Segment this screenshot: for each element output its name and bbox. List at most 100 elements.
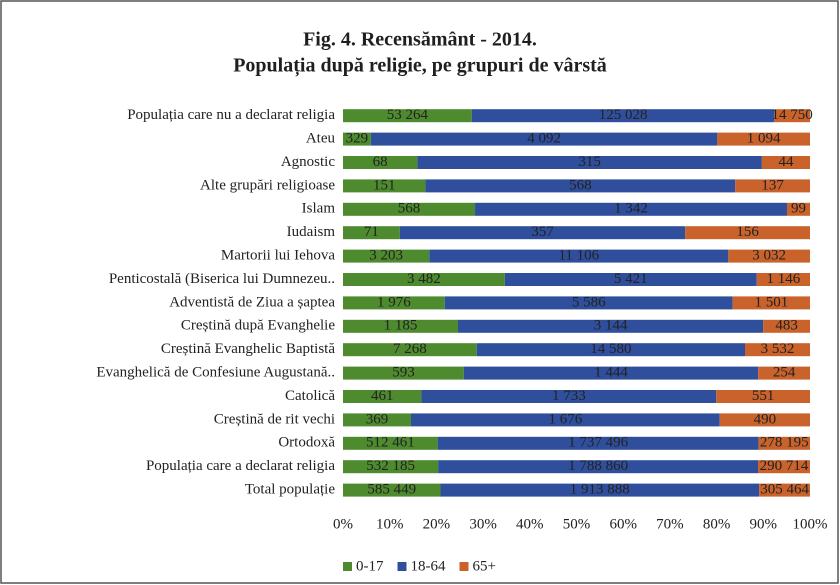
bar-segment bbox=[475, 202, 787, 216]
data-label: 278 195 bbox=[760, 435, 809, 451]
legend-label: 0-17 bbox=[356, 558, 384, 574]
data-label: 3 203 bbox=[369, 248, 403, 264]
legend-label: 65+ bbox=[473, 558, 496, 574]
bar-segment bbox=[343, 109, 472, 123]
bar-segment bbox=[410, 413, 720, 427]
data-label: 369 bbox=[366, 411, 389, 427]
data-label: 3 532 bbox=[761, 341, 795, 357]
data-label: 5 586 bbox=[572, 294, 606, 310]
data-label: 329 bbox=[346, 131, 369, 147]
bar-segment bbox=[763, 319, 810, 333]
x-tick-label: 30% bbox=[469, 516, 497, 532]
x-tick-label: 0% bbox=[333, 516, 353, 532]
bar-segment bbox=[774, 109, 810, 123]
y-tick-label: Creștină de rit vechi bbox=[214, 411, 335, 427]
bar-segment bbox=[458, 319, 764, 333]
data-label: 68 bbox=[373, 154, 388, 170]
bar-segment bbox=[437, 436, 759, 450]
data-label: 585 449 bbox=[367, 482, 416, 498]
data-label: 593 bbox=[392, 365, 415, 381]
y-tick-label: Agnostic bbox=[281, 154, 336, 170]
bar-segment bbox=[417, 156, 762, 169]
data-label: 1 913 888 bbox=[570, 482, 630, 498]
data-label: 44 bbox=[778, 154, 794, 170]
data-label: 71 bbox=[364, 224, 379, 240]
data-label: 5 421 bbox=[614, 271, 648, 287]
data-label: 1 146 bbox=[766, 271, 800, 287]
bar-segment bbox=[463, 366, 759, 380]
y-tick-label: Ortodoxă bbox=[278, 435, 335, 451]
y-tick-label: Creștină după Evanghelie bbox=[181, 318, 335, 334]
data-label: 315 bbox=[578, 154, 601, 170]
bar-segment bbox=[343, 460, 439, 474]
data-label: 1 342 bbox=[614, 201, 648, 217]
data-label: 99 bbox=[791, 201, 806, 217]
data-label: 3 032 bbox=[752, 248, 786, 264]
y-tick-label: Iudaism bbox=[287, 224, 336, 240]
bar-segment bbox=[471, 109, 775, 123]
y-tick-label: Populația care a declarat religia bbox=[146, 458, 335, 474]
bar-segment bbox=[758, 436, 810, 450]
x-tick-label: 20% bbox=[423, 516, 451, 532]
data-label: 1 185 bbox=[384, 318, 418, 334]
bar-segment bbox=[399, 226, 686, 240]
legend-swatch bbox=[343, 562, 352, 571]
bar-segment bbox=[343, 179, 426, 193]
bar-segment bbox=[343, 366, 464, 380]
data-label: 532 185 bbox=[366, 458, 415, 474]
y-tick-label: Penticostală (Biserica lui Dumnezeu.. bbox=[109, 271, 335, 287]
data-label: 151 bbox=[373, 177, 396, 193]
legend-swatch bbox=[397, 562, 407, 571]
bar-segment bbox=[758, 460, 810, 474]
bar-segment bbox=[745, 343, 810, 357]
data-label: 1 501 bbox=[754, 294, 788, 310]
chart-title: Fig. 4. Recensământ - 2014. bbox=[303, 29, 537, 51]
y-tick-label: Martorii lui Iehova bbox=[221, 248, 335, 264]
bar-segment bbox=[786, 202, 810, 216]
bar-segment bbox=[343, 202, 476, 216]
bar-segment bbox=[732, 296, 810, 310]
x-tick-label: 70% bbox=[656, 516, 684, 532]
data-label: 14 580 bbox=[590, 341, 631, 357]
bar-segment bbox=[421, 390, 717, 403]
data-label: 137 bbox=[761, 177, 784, 193]
bar-segment bbox=[429, 249, 729, 263]
bar-segment bbox=[440, 483, 760, 497]
bar-segment bbox=[717, 132, 810, 146]
bar-segment bbox=[756, 273, 810, 286]
data-label: 512 461 bbox=[366, 435, 415, 451]
x-tick-label: 10% bbox=[376, 516, 404, 532]
data-label: 357 bbox=[531, 224, 554, 240]
bar-segment bbox=[444, 296, 733, 310]
bar-segment bbox=[343, 319, 459, 333]
data-label: 483 bbox=[775, 318, 798, 334]
bar-segment bbox=[370, 132, 718, 146]
bar-segment bbox=[476, 343, 746, 357]
y-tick-label: Islam bbox=[302, 201, 336, 217]
x-tick-label: 80% bbox=[703, 516, 731, 532]
data-label: 53 264 bbox=[387, 107, 429, 123]
data-label: 551 bbox=[752, 388, 775, 404]
y-tick-label: Ateu bbox=[306, 131, 336, 147]
data-label: 1 094 bbox=[747, 131, 781, 147]
chart-subtitle: Populația după religie, pe grupuri de vâ… bbox=[233, 55, 607, 78]
bar-segment bbox=[728, 249, 810, 263]
data-label: 1 737 496 bbox=[568, 435, 629, 451]
bar-segment bbox=[685, 226, 810, 240]
y-tick-label: Creștină Evanghelic Baptistă bbox=[161, 341, 335, 357]
bar-segment bbox=[343, 249, 430, 263]
bar-segment bbox=[343, 156, 418, 169]
bar-segment bbox=[735, 179, 810, 193]
bar-segment bbox=[343, 390, 422, 403]
legend-swatch bbox=[459, 562, 469, 571]
y-tick-label: Catolică bbox=[285, 388, 335, 404]
data-label: 3 144 bbox=[594, 318, 628, 334]
data-label: 1 444 bbox=[594, 365, 628, 381]
data-label: 254 bbox=[773, 365, 796, 381]
x-tick-label: 100% bbox=[793, 516, 828, 532]
bar-segment bbox=[504, 273, 757, 286]
data-label: 305 464 bbox=[760, 482, 809, 498]
x-tick-label: 50% bbox=[563, 516, 591, 532]
data-label: 490 bbox=[754, 411, 777, 427]
bar-segment bbox=[759, 483, 810, 497]
